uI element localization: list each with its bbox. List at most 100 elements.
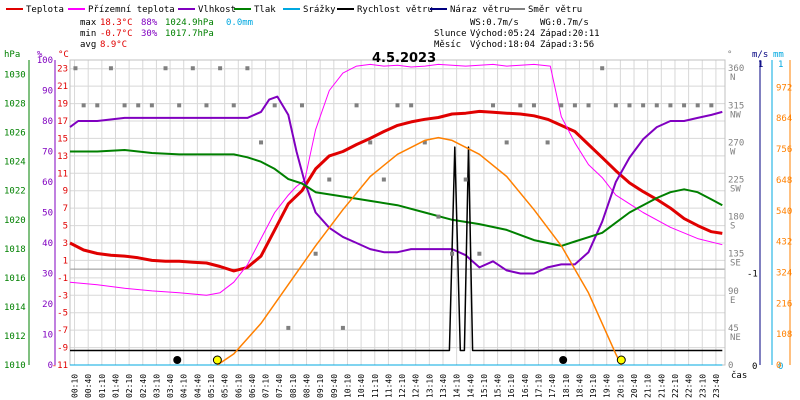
hpa-tick: 1024 [4, 158, 26, 168]
x-tick-label: 11:10 [371, 374, 380, 398]
x-tick-label: 23:10 [698, 374, 707, 398]
dir-unit: ° [727, 50, 732, 60]
mm-unit: mm [773, 50, 784, 60]
x-tick-label: 21:40 [657, 374, 666, 398]
wind-direction-point [204, 103, 209, 108]
wind-direction-point [477, 251, 482, 256]
wind-direction-point [218, 66, 223, 71]
x-tick-label: 09:40 [330, 374, 339, 398]
temp-tick: -7 [57, 326, 68, 336]
wind-direction-point [272, 103, 277, 108]
hpa-unit: hPa [4, 50, 20, 60]
pct-tick: 60 [42, 178, 53, 188]
wind-direction-point [368, 140, 373, 145]
x-tick-label: 10:40 [357, 374, 366, 398]
stat-sun-label: Slunce [434, 29, 467, 39]
moon-marker-icon [559, 356, 568, 364]
wind-direction-point [149, 103, 154, 108]
x-tick-label: 16:40 [521, 374, 530, 398]
wind-direction-point [122, 103, 127, 108]
wind-direction-point [381, 177, 386, 182]
x-tick-label: 00:10 [71, 374, 80, 398]
sun-tick: 648 [776, 176, 792, 186]
wind-direction-point [299, 103, 304, 108]
x-tick-label: 18:40 [575, 374, 584, 398]
x-tick-label: 22:10 [671, 374, 680, 398]
wind-direction-point [641, 103, 646, 108]
pct-tick: 40 [42, 239, 53, 249]
x-tick-label: 06:40 [248, 374, 257, 398]
legend-label: Přízemní teplota [88, 5, 175, 15]
x-axis-label: čas [731, 370, 747, 381]
temp-tick: 13 [57, 152, 68, 162]
x-tick-label: 15:40 [494, 374, 503, 398]
sun-tick: 540 [776, 207, 792, 217]
x-tick-label: 00:40 [84, 374, 93, 398]
wind-direction-point [95, 103, 100, 108]
wind-direction-point [518, 103, 523, 108]
hpa-tick: 1028 [4, 100, 26, 110]
wind-direction-point [627, 103, 632, 108]
hpa-tick: 1014 [4, 303, 26, 313]
sun-tick: 108 [776, 330, 792, 340]
wind-direction-point [545, 140, 550, 145]
sun-tick: 972 [776, 83, 792, 93]
axes: hPa1030102810261024102210201018101610141… [4, 50, 792, 398]
x-tick-label: 02:40 [139, 374, 148, 398]
mm-tick: 1 [778, 60, 783, 70]
x-tick-label: 18:10 [562, 374, 571, 398]
stat-moon-label: Měsíc [434, 40, 461, 50]
ms-tick: 0 [752, 362, 757, 372]
ms-unit: m/s [752, 50, 768, 60]
hpa-tick: 1022 [4, 187, 26, 197]
sun-tick: 216 [776, 299, 792, 309]
pct-tick: 70 [42, 148, 53, 158]
pct-tick: 10 [42, 331, 53, 341]
x-tick-label: 03:40 [166, 374, 175, 398]
wind-direction-point [600, 66, 605, 71]
x-tick-label: 14:10 [453, 374, 462, 398]
x-tick-label: 04:40 [193, 374, 202, 398]
x-tick-label: 16:10 [507, 374, 516, 398]
pct-tick: 20 [42, 300, 53, 310]
series-sun-radiation [216, 136, 622, 366]
x-tick-label: 14:40 [466, 374, 475, 398]
legend-label: Směr větru [528, 5, 582, 15]
wind-direction-point [450, 251, 455, 256]
legend-label: Rychlost větru [357, 5, 433, 15]
legend-label: Vlhkost [198, 5, 236, 15]
stat-temp-avg: 8.9°C [100, 40, 127, 50]
wind-direction-point [668, 103, 673, 108]
moon-marker-icon [173, 356, 182, 364]
stat-ws: WS:0.7m/s [470, 18, 519, 28]
wind-direction-point [695, 103, 700, 108]
x-tick-label: 02:10 [125, 374, 134, 398]
stat-press-min: 1017.7hPa [165, 29, 214, 39]
hpa-tick: 1018 [4, 245, 26, 255]
hpa-tick: 1012 [4, 332, 26, 342]
hpa-tick: 1030 [4, 71, 26, 81]
x-tick-label: 21:10 [644, 374, 653, 398]
temp-tick: -11 [52, 361, 68, 371]
pct-tick: 30 [42, 270, 53, 280]
dir-label: NW [730, 110, 741, 120]
sun-tick: 864 [776, 114, 792, 124]
x-tick-label: 05:40 [221, 374, 230, 398]
wind-direction-point [136, 103, 141, 108]
wind-direction-point [504, 140, 509, 145]
wind-direction-point [531, 103, 536, 108]
series-p-zemn-teplota [69, 63, 723, 296]
stat-max-label: max [80, 18, 97, 28]
dir-tick: 90 [728, 287, 739, 297]
x-tick-label: 05:10 [207, 374, 216, 398]
x-tick-label: 19:10 [589, 374, 598, 398]
x-tick-label: 08:10 [289, 374, 298, 398]
wind-direction-point [654, 103, 659, 108]
stat-temp-min: -0.7°C [100, 29, 133, 39]
dir-tick: 315 [728, 101, 744, 111]
legend-label: Teplota [26, 5, 64, 15]
x-tick-label: 15:10 [480, 374, 489, 398]
wind-direction-point [709, 103, 714, 108]
x-tick-label: 19:40 [603, 374, 612, 398]
